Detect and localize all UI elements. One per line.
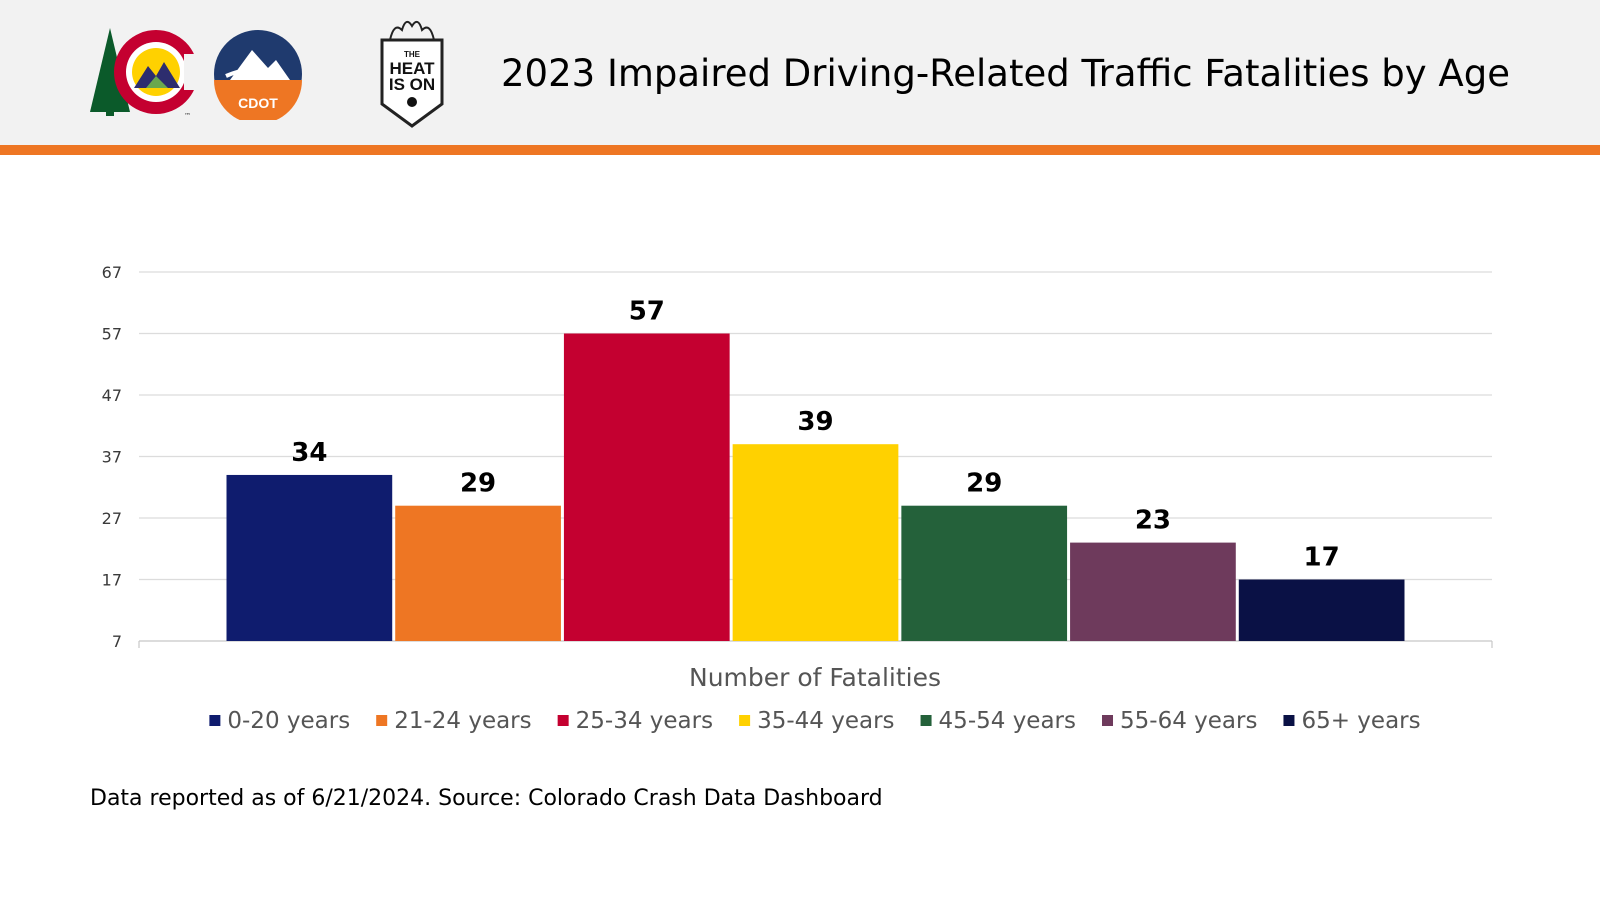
colorado-c-logo-icon: ™: [90, 28, 206, 120]
legend-label: 45-54 years: [939, 708, 1076, 734]
heat-is-on-text-2: HEAT: [389, 59, 435, 78]
legend-label: 25-34 years: [576, 708, 713, 734]
bar-45-54-years: [901, 505, 1068, 641]
legend-item: 35-44 years: [739, 708, 895, 734]
legend-label: 55-64 years: [1120, 708, 1257, 734]
legend-swatch: [376, 715, 388, 726]
y-tick-label: 67: [102, 263, 122, 282]
y-tick-label: 17: [102, 571, 122, 590]
bar-25-34-years: [563, 333, 730, 641]
legend-swatch: [557, 715, 569, 726]
legend-item: 21-24 years: [376, 708, 532, 734]
heat-is-on-badge-icon: THE HEAT IS ON: [380, 20, 444, 128]
legend-label: 0-20 years: [227, 708, 350, 734]
y-tick-label: 7: [112, 632, 122, 651]
cdot-logo-text: CDOT: [238, 95, 278, 111]
bar-21-24-years: [395, 505, 561, 641]
legend-swatch: [1102, 715, 1114, 726]
heat-is-on-text-1: THE: [404, 50, 421, 59]
header-accent-bar: [0, 145, 1600, 155]
data-label: 23: [1135, 506, 1171, 536]
y-axis-ticks: 7 17 27 37 47 57 67: [102, 263, 122, 651]
legend-item: 45-54 years: [920, 708, 1076, 734]
legend-label: 21-24 years: [394, 708, 531, 734]
legend-item: 0-20 years: [209, 708, 350, 734]
legend: 0-20 years 21-24 years 25-34 years 35-44 ye…: [209, 708, 1421, 734]
legend-item: 55-64 years: [1102, 708, 1257, 734]
legend-swatch: [920, 715, 932, 726]
legend-swatch: [739, 715, 751, 726]
data-label: 17: [1304, 543, 1340, 573]
heat-is-on-text-3: IS ON: [389, 75, 435, 94]
cdot-logo-icon: CDOT: [214, 30, 302, 120]
trademark-mark: ™: [184, 112, 191, 120]
page-title: 2023 Impaired Driving-Related Traffic Fa…: [501, 52, 1510, 95]
data-label: 57: [629, 297, 665, 327]
header: ™ CDOT THE HEAT IS ON 2023 Impaired Driv…: [0, 0, 1600, 145]
footnote: Data reported as of 6/21/2024. Source: C…: [90, 786, 883, 811]
bar-55-64-years: [1070, 542, 1236, 641]
legend-item: 25-34 years: [557, 708, 713, 734]
legend-swatch: [209, 715, 221, 726]
legend-label: 35-44 years: [757, 708, 894, 734]
data-label: 39: [797, 407, 833, 437]
y-tick-label: 37: [102, 448, 122, 467]
data-label: 34: [291, 438, 327, 468]
y-tick-label: 57: [102, 325, 122, 344]
data-labels: 34 29 57 39 29 23 17: [291, 297, 1339, 573]
legend-label: 65+ years: [1301, 708, 1420, 734]
bar-0-20-years: [226, 474, 393, 641]
y-tick-label: 27: [102, 509, 122, 528]
data-label: 29: [966, 469, 1002, 499]
legend-item: 65+ years: [1283, 708, 1421, 734]
bar-65-years: [1238, 579, 1405, 641]
data-label: 29: [460, 469, 496, 499]
x-axis-title: Number of Fatalities: [689, 663, 941, 692]
bar-35-44-years: [732, 444, 899, 641]
legend-swatch: [1283, 715, 1295, 726]
y-tick-label: 47: [102, 386, 122, 405]
bars: [226, 333, 1405, 641]
